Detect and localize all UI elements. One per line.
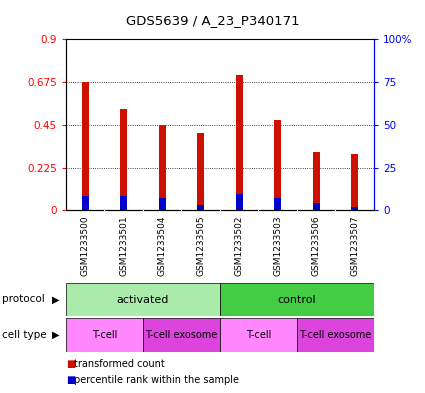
Text: ▶: ▶ [52, 294, 60, 305]
Bar [120, 108, 127, 210]
Bar [313, 152, 320, 210]
Bar [351, 154, 358, 210]
Text: GSM1233506: GSM1233506 [312, 215, 321, 276]
Bar [197, 205, 204, 210]
Bar [82, 196, 88, 210]
Text: protocol: protocol [2, 294, 45, 305]
Text: GSM1233505: GSM1233505 [196, 215, 205, 276]
Text: percentile rank within the sample: percentile rank within the sample [74, 375, 239, 385]
Bar [220, 318, 297, 352]
Text: T-cell: T-cell [246, 330, 271, 340]
Bar [236, 194, 243, 210]
Text: cell type: cell type [2, 330, 47, 340]
Bar [66, 318, 143, 352]
Bar [82, 82, 88, 210]
Text: GSM1233507: GSM1233507 [350, 215, 359, 276]
Text: GSM1233503: GSM1233503 [273, 215, 282, 276]
Text: transformed count: transformed count [74, 359, 165, 369]
Bar [313, 203, 320, 210]
Bar [274, 198, 281, 210]
Bar [143, 318, 220, 352]
Text: T-cell exosome: T-cell exosome [145, 330, 218, 340]
Bar [220, 283, 374, 316]
Bar [274, 120, 281, 210]
Text: T-cell: T-cell [92, 330, 117, 340]
Bar [297, 318, 374, 352]
Text: GSM1233502: GSM1233502 [235, 215, 244, 276]
Text: GSM1233500: GSM1233500 [81, 215, 90, 276]
Text: GDS5639 / A_23_P340171: GDS5639 / A_23_P340171 [126, 14, 299, 27]
Text: control: control [278, 295, 316, 305]
Text: activated: activated [117, 295, 169, 305]
Bar [120, 196, 127, 210]
Text: ■: ■ [66, 359, 75, 369]
Text: GSM1233504: GSM1233504 [158, 215, 167, 276]
Bar [197, 133, 204, 210]
Bar [351, 207, 358, 210]
Bar [66, 283, 220, 316]
Text: ▶: ▶ [52, 330, 60, 340]
Bar [159, 198, 166, 210]
Text: GSM1233501: GSM1233501 [119, 215, 128, 276]
Bar [159, 125, 166, 210]
Bar [236, 75, 243, 210]
Text: ■: ■ [66, 375, 75, 385]
Text: T-cell exosome: T-cell exosome [299, 330, 371, 340]
